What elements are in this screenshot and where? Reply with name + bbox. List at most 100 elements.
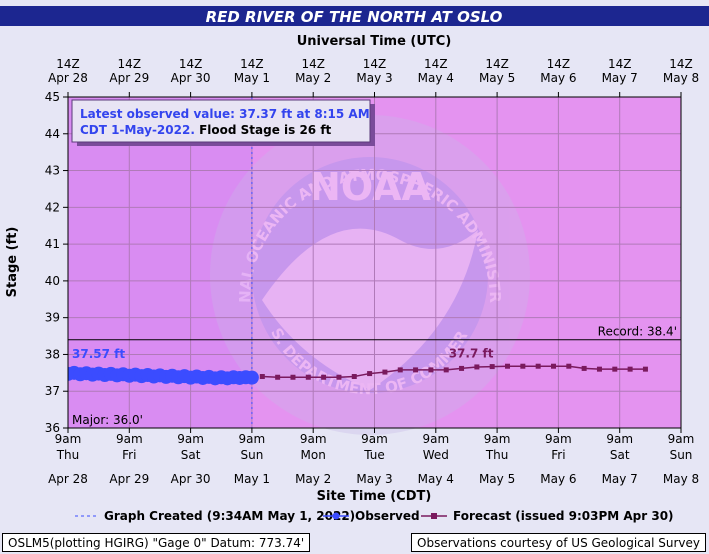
- y-tick-label: 44: [45, 127, 60, 141]
- y-tick-label: 42: [45, 200, 60, 214]
- watermark-bird: [262, 228, 478, 390]
- x-tick-day: Sat: [181, 448, 201, 462]
- top-tick-date: May 3: [356, 71, 392, 85]
- x-tick-time: 9am: [116, 432, 143, 446]
- top-tick-hour: 14Z: [301, 57, 325, 71]
- y-tick-label: 41: [45, 237, 60, 251]
- x-tick-date: May 2: [295, 472, 331, 486]
- title-bar: [0, 6, 709, 26]
- forecast-point: [336, 374, 342, 380]
- chart-title: RED RIVER OF THE NORTH AT OSLO: [206, 8, 503, 26]
- forecast-point: [520, 363, 526, 369]
- top-tick-date: Apr 29: [109, 71, 149, 85]
- top-tick-hour: 14Z: [608, 57, 632, 71]
- x-tick-time: 9am: [545, 432, 572, 446]
- forecast-point: [550, 363, 556, 369]
- x-tick-date: May 6: [540, 472, 576, 486]
- forecast-point: [627, 366, 633, 372]
- forecast-point: [474, 364, 480, 370]
- forecast-point: [581, 365, 587, 371]
- hydrograph-svg: RED RIVER OF THE NORTH AT OSLO Universal…: [0, 6, 709, 523]
- forecast-point: [413, 367, 419, 373]
- major-label: Major: 36.0': [72, 413, 143, 427]
- forecast-point: [259, 374, 265, 380]
- y-tick-label: 38: [45, 347, 60, 361]
- legend: Graph Created (9:34AM May 1, 2022) Obser…: [75, 509, 674, 523]
- x-tick-date: Apr 30: [171, 472, 211, 486]
- forecast-point: [459, 365, 465, 371]
- x-tick-day: Sun: [240, 448, 263, 462]
- x-tick-date: May 4: [418, 472, 454, 486]
- top-tick-date: May 6: [540, 71, 576, 85]
- top-tick-hour: 14Z: [547, 57, 571, 71]
- watermark-center-text: NOAA: [309, 165, 431, 209]
- y-tick-label: 45: [45, 90, 60, 104]
- x-tick-date: May 1: [234, 472, 270, 486]
- x-axis-label: Site Time (CDT): [317, 489, 432, 504]
- x-tick-date: Apr 28: [48, 472, 88, 486]
- x-tick-time: 9am: [422, 432, 449, 446]
- series-layer: [68, 363, 648, 386]
- forecast-point: [489, 364, 495, 370]
- annotation-line2-flood: Flood Stage is 26 ft: [195, 123, 332, 137]
- x-tick-day: Wed: [423, 448, 449, 462]
- top-tick-hour: 14Z: [363, 57, 387, 71]
- y-tick-label: 40: [45, 274, 60, 288]
- top-tick-date: May 1: [234, 71, 270, 85]
- datum-footer: OSLM5(plotting HGIRG) "Gage 0" Datum: 77…: [2, 533, 311, 552]
- annotation-line1: Latest observed value: 37.37 ft at 8:15 …: [80, 107, 370, 121]
- credit-footer: Observations courtesy of US Geological S…: [411, 533, 706, 552]
- top-tick-date: May 2: [295, 71, 331, 85]
- x-tick-day: Thu: [56, 448, 80, 462]
- top-tick-date: Apr 28: [48, 71, 88, 85]
- grid-lines: [68, 97, 681, 428]
- forecast-point: [290, 374, 296, 380]
- x-tick-day: Tue: [363, 448, 385, 462]
- y-tick-label: 36: [45, 421, 60, 435]
- watermark-ring: [210, 115, 530, 435]
- forecast-point: [382, 369, 388, 375]
- series-labels: 37.57 ft 37.7 ft: [72, 346, 494, 360]
- x-tick-time: 9am: [55, 432, 82, 446]
- x-tick-time: 9am: [239, 432, 266, 446]
- top-tick-date: May 8: [663, 71, 699, 85]
- y-axis-label: Stage (ft): [5, 227, 20, 298]
- legend-created: Graph Created (9:34AM May 1, 2022): [104, 509, 355, 523]
- observed-point: [244, 370, 259, 385]
- x-tick-day: Sun: [670, 448, 693, 462]
- x-tick-time: 9am: [300, 432, 327, 446]
- forecast-point: [305, 374, 311, 380]
- legend-forecast-marker: [431, 513, 437, 519]
- x-tick-date: May 7: [602, 472, 638, 486]
- legend-observed: Observed: [355, 509, 420, 523]
- x-tick-time: 9am: [668, 432, 695, 446]
- forecast-point: [642, 366, 648, 372]
- annotation-line2-date: CDT 1-May-2022.: [80, 123, 195, 137]
- legend-forecast: Forecast (issued 9:03PM Apr 30): [453, 509, 674, 523]
- forecast-point: [397, 367, 403, 373]
- top-tick-hour: 14Z: [424, 57, 448, 71]
- forecast-point: [612, 366, 618, 372]
- latest-value-annotation: Latest observed value: 37.37 ft at 8:15 …: [71, 99, 375, 146]
- top-tick-date: Apr 30: [171, 71, 211, 85]
- x-tick-time: 9am: [484, 432, 511, 446]
- x-tick-day: Sat: [610, 448, 630, 462]
- top-tick-hour: 14Z: [179, 57, 203, 71]
- x-tick-time: 9am: [177, 432, 204, 446]
- top-tick-date: May 5: [479, 71, 515, 85]
- top-tick-hour: 14Z: [240, 57, 264, 71]
- x-tick-day: Thu: [485, 448, 509, 462]
- forecast-point: [443, 367, 449, 373]
- observed-start-label: 37.57 ft: [72, 347, 125, 361]
- x-tick-day: Fri: [122, 448, 136, 462]
- x-tick-time: 9am: [606, 432, 633, 446]
- top-tick-date: May 7: [602, 71, 638, 85]
- watermark-inner-disc: [252, 157, 488, 393]
- bottom-tick-labels: 9am Thu Apr 28 9am Fri Apr 29 9am Sat Apr 30 9am S…: [48, 428, 699, 486]
- forecast-point: [535, 363, 541, 369]
- x-tick-date: May 5: [479, 472, 515, 486]
- top-tick-hour: 14Z: [56, 57, 80, 71]
- x-tick-day: Mon: [301, 448, 326, 462]
